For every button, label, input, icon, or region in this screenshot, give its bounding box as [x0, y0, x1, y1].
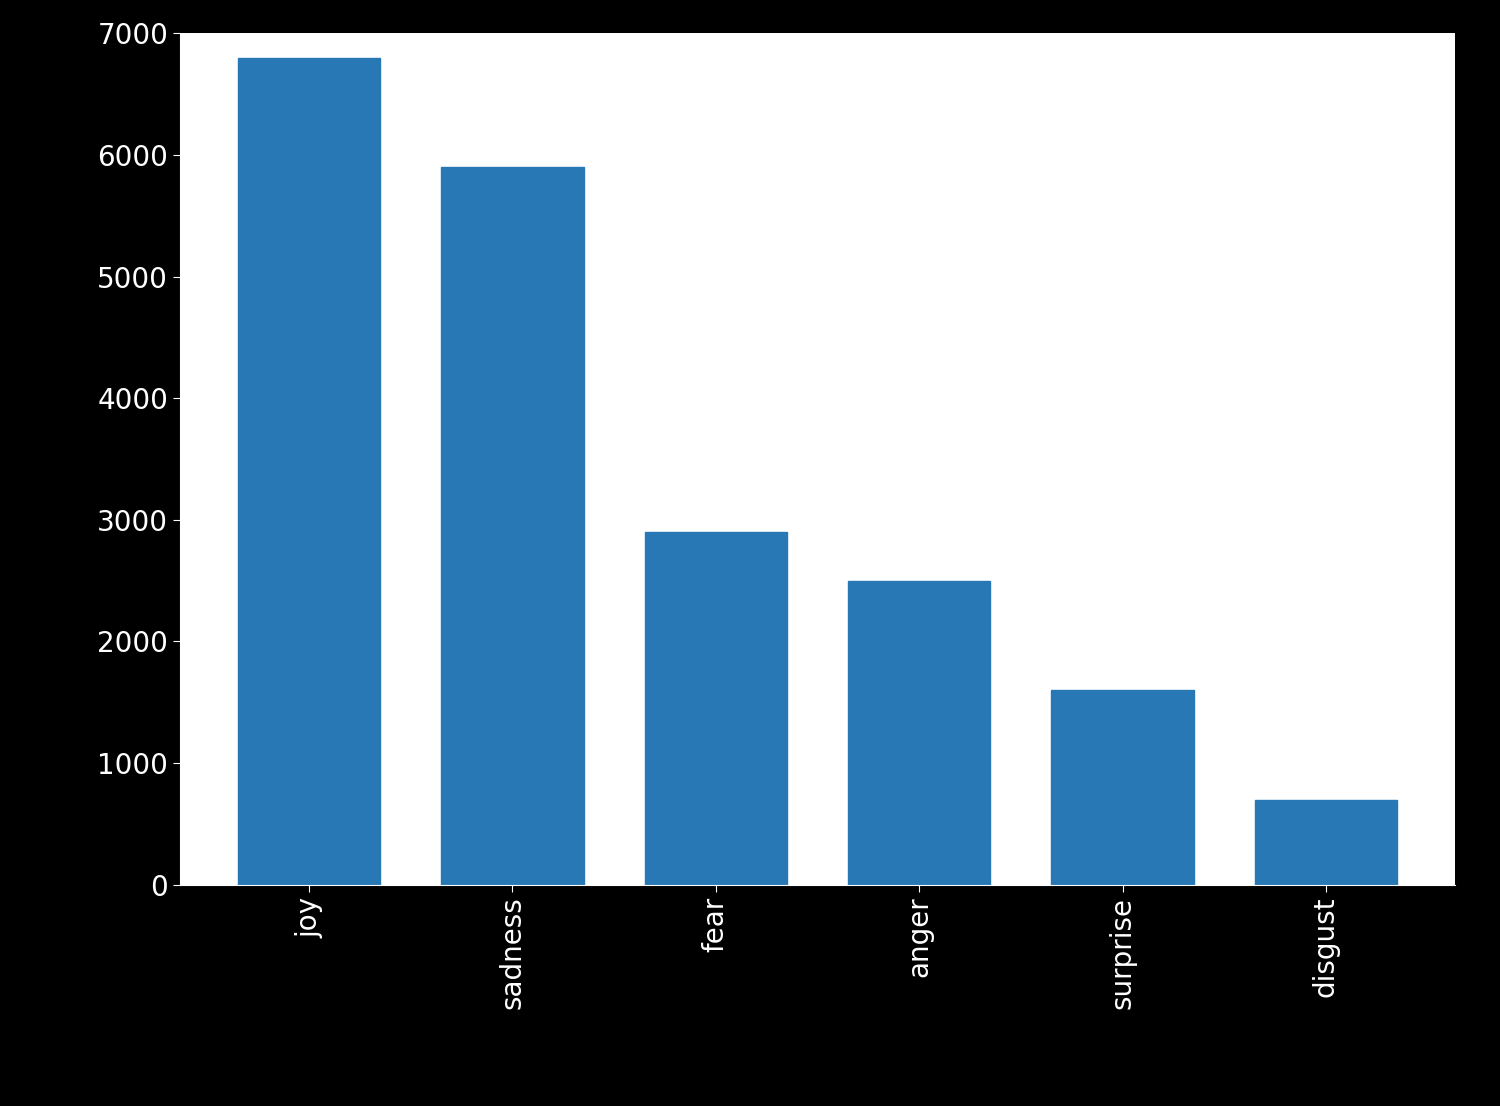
Bar — [441, 167, 584, 885]
Bar — [1052, 690, 1194, 885]
Bar — [1254, 800, 1396, 885]
Bar — [238, 58, 381, 885]
Bar — [645, 532, 788, 885]
Bar — [847, 581, 990, 885]
